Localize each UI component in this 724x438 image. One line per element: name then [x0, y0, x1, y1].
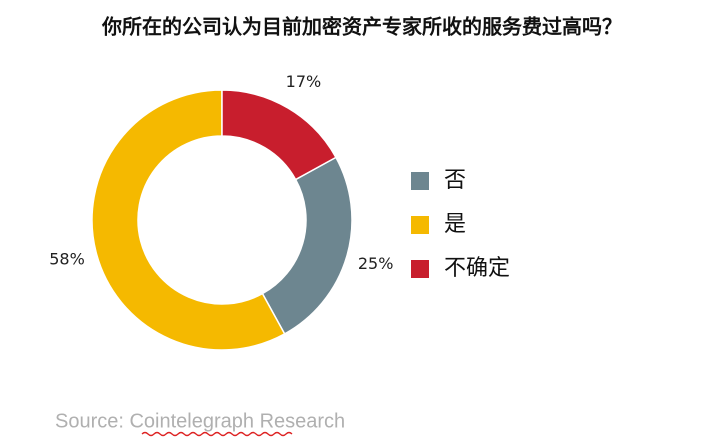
- data-label: 17%: [286, 72, 322, 91]
- legend-swatch: [411, 260, 429, 278]
- donut-slice: [221, 89, 337, 181]
- legend-label: 不确定: [444, 256, 510, 281]
- data-label: 58%: [49, 249, 85, 268]
- legend-label: 是: [444, 212, 466, 237]
- donut-slice: [91, 89, 286, 351]
- legend-label: 否: [444, 168, 466, 193]
- legend-swatch: [411, 216, 429, 234]
- legend-swatch: [411, 172, 429, 190]
- data-label: 25%: [358, 254, 394, 273]
- source: Source: Cointelegraph Research: [55, 410, 345, 432]
- spellcheck-underline: [141, 431, 293, 437]
- chart-title: 你所在的公司认为目前加密资产专家所收的服务费过高吗？: [101, 15, 622, 39]
